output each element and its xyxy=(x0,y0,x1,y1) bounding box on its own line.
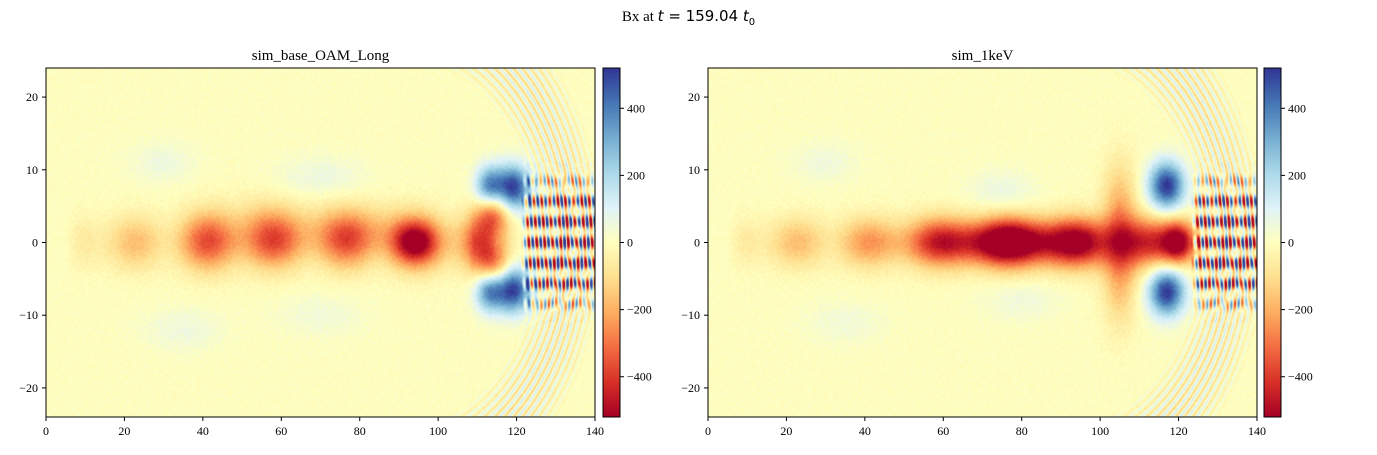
colorbar-tick-label: 400 xyxy=(1288,101,1306,115)
chart-title: sim_1keV xyxy=(952,48,1014,64)
heatmap-image xyxy=(46,68,595,417)
y-tick-label: −10 xyxy=(681,308,700,322)
colorbar-tick-label: 200 xyxy=(1288,168,1306,182)
suptitle-unit-sub: 0 xyxy=(748,17,756,28)
y-tick-label: 0 xyxy=(694,236,700,250)
y-tick-label: −20 xyxy=(681,381,700,395)
suptitle-unit: t xyxy=(742,7,749,25)
x-tick-label: 20 xyxy=(780,424,792,438)
y-tick-label: 10 xyxy=(688,163,700,177)
x-tick-label: 100 xyxy=(429,424,447,438)
colorbar-tick-label: 400 xyxy=(627,101,645,115)
colorbar xyxy=(603,68,620,417)
colorbar-tick-label: −200 xyxy=(627,303,652,317)
figure-suptitle: Bx at t = 159.04 t0 xyxy=(0,7,1377,28)
x-tick-label: 20 xyxy=(118,424,130,438)
x-tick-label: 120 xyxy=(508,424,526,438)
heatmap-image xyxy=(708,68,1257,417)
x-tick-label: 120 xyxy=(1170,424,1188,438)
y-tick-label: 0 xyxy=(32,236,38,250)
x-tick-label: 140 xyxy=(586,424,604,438)
x-tick-label: 140 xyxy=(1248,424,1266,438)
y-tick-label: 10 xyxy=(26,163,38,177)
suptitle-var: t xyxy=(657,7,664,25)
x-tick-label: 80 xyxy=(354,424,366,438)
colorbar xyxy=(1264,68,1281,417)
colorbar-tick-label: −200 xyxy=(1288,303,1313,317)
x-tick-label: 0 xyxy=(705,424,711,438)
x-tick-label: 40 xyxy=(197,424,209,438)
x-tick-label: 40 xyxy=(859,424,871,438)
x-tick-label: 80 xyxy=(1016,424,1028,438)
chart-title: sim_base_OAM_Long xyxy=(252,48,390,64)
colorbar-tick-label: 0 xyxy=(627,236,633,250)
y-tick-label: −10 xyxy=(19,308,38,322)
chart-panel: sim_1keV 0 20 40 60 80 100 120 140 −20 −10 0 10 20 −40… xyxy=(681,48,1313,438)
colorbar-tick-label: −400 xyxy=(627,370,652,384)
colorbar-tick-label: 200 xyxy=(627,168,645,182)
x-tick-label: 100 xyxy=(1091,424,1109,438)
y-tick-label: −20 xyxy=(19,381,38,395)
suptitle-eq: = 159.04 xyxy=(663,7,743,25)
x-tick-label: 60 xyxy=(937,424,949,438)
y-tick-label: 20 xyxy=(26,90,38,104)
y-tick-label: 20 xyxy=(688,90,700,104)
x-tick-label: 0 xyxy=(43,424,49,438)
suptitle-prefix: Bx at xyxy=(621,9,658,25)
colorbar-tick-label: −400 xyxy=(1288,370,1313,384)
x-tick-label: 60 xyxy=(275,424,287,438)
colorbar-tick-label: 0 xyxy=(1288,236,1294,250)
